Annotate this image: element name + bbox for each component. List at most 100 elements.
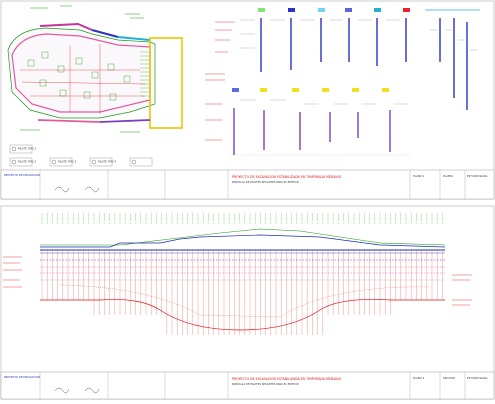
title-block-section: PROYECTO DE EXCAVACION PROYECTO DE EXCAV…: [0, 371, 495, 400]
pile-chip-4: [345, 8, 352, 12]
pile-head: [405, 222, 407, 224]
pile-head: [145, 222, 147, 224]
pile-chip-2: [288, 8, 295, 12]
pile-head: [212, 222, 215, 224]
pile-head: [103, 222, 106, 224]
company-name: PROYECTO DE EXCAVACION: [4, 173, 40, 177]
project-title: PROYECTO DE EXCAVACION ESTABILIZADA EN T…: [232, 175, 342, 179]
pile-head: [67, 222, 69, 224]
pile-chip-5: [374, 8, 381, 12]
pile-chip-6: [403, 8, 410, 12]
site-plan: [7, 5, 183, 133]
pile-head: [353, 222, 355, 224]
pile-head: [415, 222, 418, 224]
pile-head: [160, 222, 163, 224]
pile-chip-1: [258, 8, 265, 12]
drawing-number: PLANO 1: [413, 174, 425, 178]
pile-head: [72, 222, 74, 224]
pile-head: [374, 222, 376, 224]
section-drawing: PROYECTO DE EXCAVACION PROYECTO DE EXCAV…: [0, 205, 495, 400]
pile-head: [410, 222, 412, 224]
pile-head: [400, 222, 402, 224]
pile-head: [238, 222, 241, 224]
pile-chip-3: [318, 8, 325, 12]
pile-head: [150, 222, 152, 224]
pile-head: [93, 222, 95, 224]
pile-head: [270, 222, 272, 224]
pile-profiles-row-1: [205, 8, 410, 81]
pile-head: [88, 222, 90, 224]
pile-head: [202, 222, 204, 224]
sheet-label: ESTUDIO NAVAL: [467, 174, 488, 178]
sheet-label-2: ESTUDIO NAVAL: [467, 376, 488, 380]
pile-head: [171, 222, 173, 224]
pile-head: [384, 222, 386, 224]
pile-head: [436, 222, 438, 224]
drawing-sheet-section: PROYECTO DE EXCAVACION PROYECTO DE EXCAV…: [0, 205, 495, 400]
signature-1: [54, 186, 70, 193]
pile-head: [394, 222, 397, 224]
pile-head: [56, 222, 59, 224]
pile-head: [207, 222, 210, 224]
pile-head: [342, 222, 345, 224]
pile-head: [197, 222, 199, 224]
left-annotations: [3, 256, 22, 288]
pile-head: [228, 222, 230, 224]
pile-head: [426, 222, 428, 224]
pile-head: [441, 222, 444, 224]
pile-head: [264, 222, 267, 224]
pile-head: [62, 222, 64, 224]
project-subtitle-2: PANTALLA DE PILOTES SECANTES PARA EL EDI…: [232, 382, 299, 386]
pile-head: [233, 222, 236, 224]
pile-head: [348, 222, 350, 224]
legend-label-3: PILOTE TIPO 3: [58, 160, 77, 164]
pile-head: [280, 222, 282, 224]
scale-label-2: SECCION: [443, 376, 455, 380]
signature-4: [84, 387, 100, 394]
pile-head: [290, 222, 293, 224]
pile-head: [41, 222, 43, 224]
pile-head: [124, 222, 126, 224]
pile-head: [176, 222, 178, 224]
legend-label-4: PILOTE TIPO 4: [98, 160, 117, 164]
project-subtitle: PANTALLA DE PILOTES SECANTES PARA EL EDI…: [232, 180, 299, 184]
pile-head: [358, 222, 360, 224]
title-block: PROYECTO DE EXCAVACION PROYECTO DE EXCAV…: [0, 169, 495, 200]
project-title-2: PROYECTO DE EXCAVACION ESTABILIZADA EN T…: [232, 377, 342, 381]
pile-head: [244, 222, 246, 224]
pile-head: [77, 222, 80, 224]
drawing-sheet-plan: PILOTE TIPO 1 PILOTE TIPO 2 PILOTE TIPO …: [0, 0, 495, 200]
pile-head: [389, 222, 392, 224]
pile-head: [322, 222, 324, 224]
pile-profiles-row-2: [205, 88, 410, 156]
pile-profiles-right: [425, 9, 480, 110]
pile-head: [223, 222, 225, 224]
legend-label-1: PILOTE TIPO 1: [18, 147, 37, 151]
pile-head: [249, 222, 251, 224]
pile-head: [420, 222, 423, 224]
signature-2: [84, 186, 100, 193]
pile-head: [332, 222, 334, 224]
pile-head: [134, 222, 137, 224]
pile-head: [259, 222, 262, 224]
pile-head: [363, 222, 366, 224]
scale-label: PLANTA: [443, 174, 453, 178]
legend: PILOTE TIPO 1 PILOTE TIPO 2 PILOTE TIPO …: [9, 144, 153, 167]
pile-tick-row: [41, 213, 444, 224]
plan-drawing: PILOTE TIPO 1 PILOTE TIPO 2 PILOTE TIPO …: [0, 0, 495, 200]
pile-head: [337, 222, 340, 224]
pile-head: [98, 222, 100, 224]
pile-head: [431, 222, 433, 224]
section-profile: [40, 228, 446, 331]
pile-head: [368, 222, 371, 224]
pile-head: [186, 222, 189, 224]
pile-head: [296, 222, 298, 224]
legend-label-2: PILOTE TIPO 2: [18, 160, 37, 164]
pile-head: [285, 222, 288, 224]
pile-head: [379, 222, 381, 224]
pile-head: [155, 222, 158, 224]
pile-head: [140, 222, 142, 224]
pile-head: [129, 222, 132, 224]
pile-head: [254, 222, 256, 224]
pile-head: [46, 222, 48, 224]
